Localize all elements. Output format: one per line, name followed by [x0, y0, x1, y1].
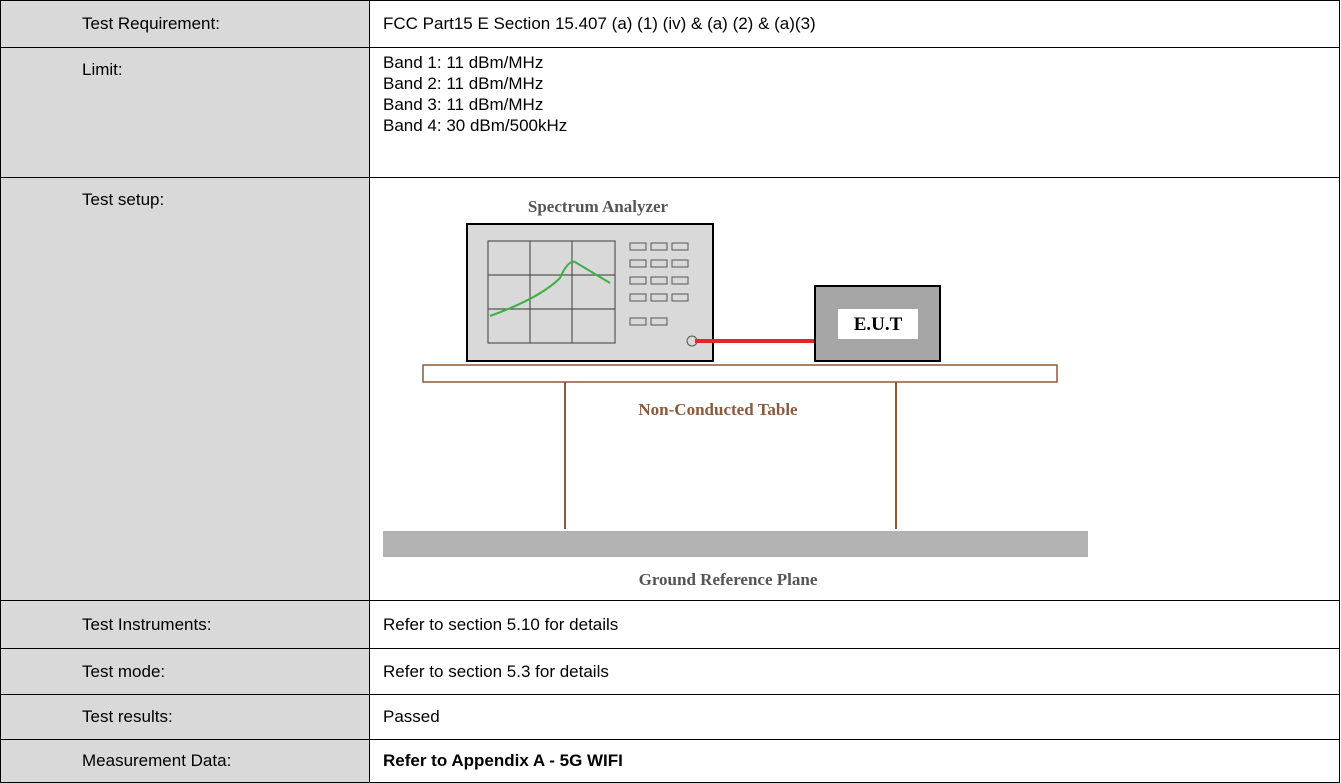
- label: Test mode:: [0, 648, 370, 695]
- content: Refer to section 5.10 for details: [369, 600, 1340, 649]
- row: Test setup: Spectrum Analyzer: [0, 177, 1340, 601]
- limit-line: Band 2: 11 dBm/MHz: [383, 74, 544, 93]
- content: Refer to section 5.3 for details: [369, 648, 1340, 695]
- limit-line: Band 3: 11 dBm/MHz: [383, 95, 544, 114]
- eut-plate: [838, 309, 918, 339]
- eut-label: E.U.T: [854, 314, 903, 335]
- ground-plane: [383, 531, 1088, 557]
- label: Test Requirement:: [0, 0, 370, 48]
- content: Refer to Appendix A - 5G WIFI: [369, 739, 1340, 783]
- row: Measurement Data: Refer to Appendix A - …: [0, 739, 1340, 783]
- content: Passed: [369, 694, 1340, 740]
- ground-label: Ground Reference Plane: [639, 570, 818, 589]
- table-top: [422, 364, 1058, 383]
- analyzer: [466, 223, 714, 362]
- row: Test Instruments: Refer to section 5.10 …: [0, 600, 1340, 649]
- label: Test results:: [0, 694, 370, 740]
- limit-line: Band 4: 30 dBm/500kHz: [383, 116, 568, 135]
- row: Test mode: Refer to section 5.3 for deta…: [0, 648, 1340, 695]
- table-label: Non-Conducted Table: [638, 400, 798, 419]
- buttons: [629, 242, 698, 347]
- content: Band 1: 11 dBm/MHz Band 2: 11 dBm/MHz Ba…: [369, 47, 1340, 178]
- limit-line: Band 1: 11 dBm/MHz: [383, 53, 544, 72]
- setup-diagram: Spectrum Analyzer: [383, 197, 1088, 589]
- analyzer-label: Spectrum Analyzer: [528, 197, 669, 216]
- label: Measurement Data:: [0, 739, 370, 783]
- row: Test Requirement: FCC Part15 E Section 1…: [0, 0, 1340, 48]
- label: Test setup:: [0, 177, 370, 601]
- label: Limit:: [0, 47, 370, 178]
- row: Limit: Band 1: 11 dBm/MHz Band 2: 11 dBm…: [0, 47, 1340, 178]
- content: Spectrum Analyzer: [369, 177, 1340, 601]
- content: FCC Part15 E Section 15.407 (a) (1) (iv)…: [369, 0, 1340, 48]
- row: Test results: Passed: [0, 694, 1340, 740]
- label: Test Instruments:: [0, 600, 370, 649]
- trace: [489, 260, 611, 317]
